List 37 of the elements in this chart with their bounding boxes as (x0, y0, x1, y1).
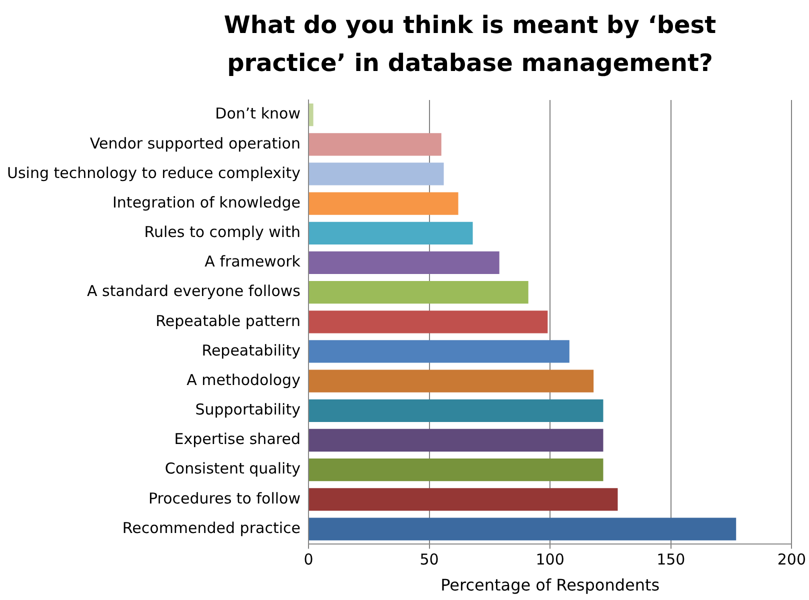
x-tick-label: 100 (536, 550, 564, 569)
x-axis-title: Percentage of Respondents (440, 576, 660, 595)
x-tick-label: 50 (420, 550, 439, 569)
y-tick-label: Supportability (195, 400, 301, 419)
bar (308, 310, 548, 334)
bar (308, 133, 442, 156)
bar (308, 340, 570, 363)
bar (308, 428, 604, 452)
y-tick-label: Consistent quality (164, 460, 301, 478)
x-tick-label: 150 (656, 550, 686, 569)
bar (308, 251, 500, 274)
y-tick-label: Repeatability (202, 341, 301, 360)
bar (308, 162, 444, 186)
y-tick-label: Don’t know (215, 104, 300, 123)
y-tick-label: A standard everyone follows (87, 282, 301, 300)
bar (308, 488, 618, 511)
x-tick-label: 0 (304, 550, 314, 569)
y-tick-label: Procedures to follow (148, 489, 300, 508)
y-tick-label: Integration of knowledge (112, 193, 300, 212)
x-tick-label: 200 (777, 550, 806, 569)
y-tick-label: Recommended practice (122, 518, 300, 537)
bar (308, 280, 528, 304)
y-tick-label: Using technology to reduce complexity (6, 164, 301, 182)
bar (308, 192, 458, 215)
y-tick-label: A framework (204, 252, 301, 271)
y-tick-label: Repeatable pattern (156, 312, 300, 330)
bar (308, 370, 594, 392)
bar (308, 518, 736, 540)
y-tick-label: Vendor supported operation (90, 134, 300, 152)
y-tick-label: A methodology (186, 370, 301, 389)
chart-title: What do you think is meant by ‘best practice’ in database management? (222, 10, 718, 79)
y-tick-label: Rules to comply with (144, 223, 300, 242)
bar (308, 222, 473, 244)
bar (308, 103, 314, 126)
bar (308, 458, 604, 482)
bar (308, 399, 604, 422)
y-tick-label: Expertise shared (174, 430, 300, 448)
